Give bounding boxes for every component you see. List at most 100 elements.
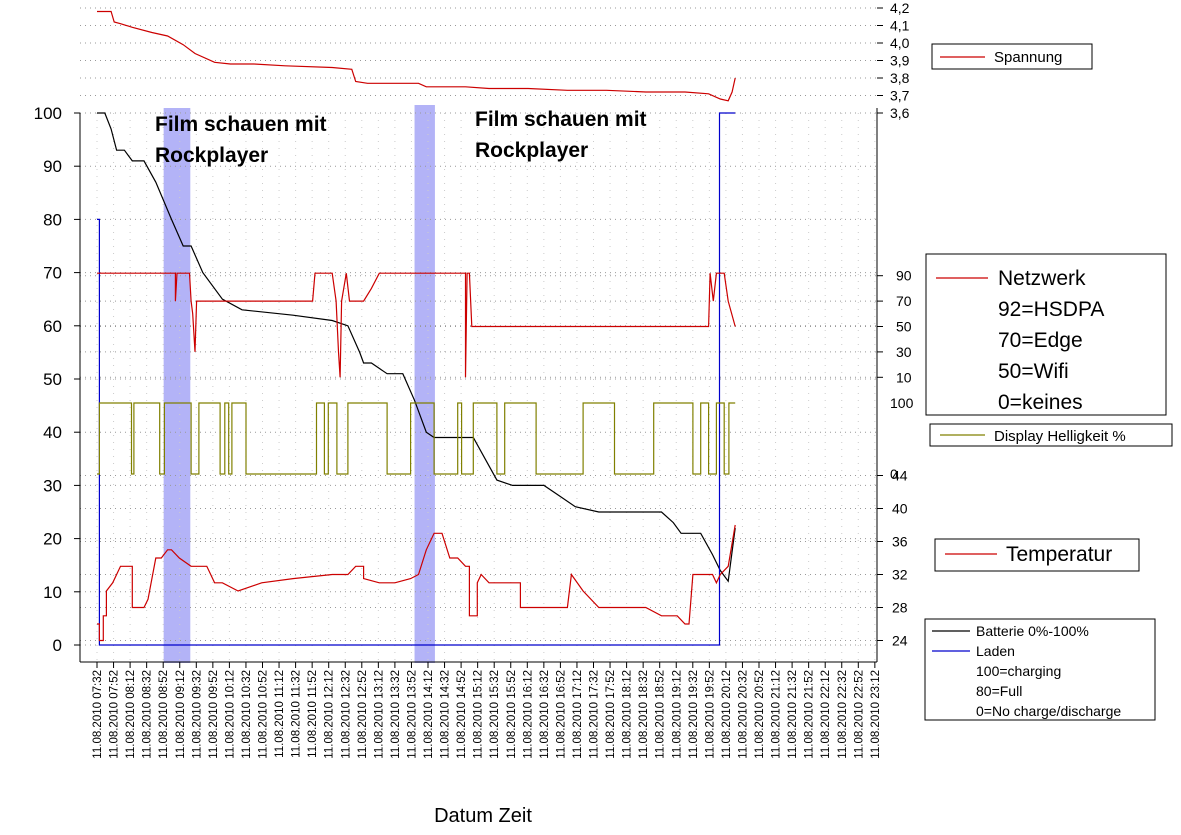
legend-netzwerk-line: 0=keines bbox=[998, 391, 1083, 414]
series-temperatur bbox=[97, 524, 736, 642]
x-tick-label: 11.08.2010 17:52 bbox=[605, 670, 617, 759]
x-tick-label: 11.08.2010 14:52 bbox=[456, 670, 468, 759]
x-tick-label: 11.08.2010 18:32 bbox=[638, 670, 650, 759]
annotations: Film schauen mit Rockplayer Film schauen m… bbox=[155, 108, 647, 167]
annotation-text: Film schauen mit bbox=[155, 113, 327, 136]
x-tick-label: 11.08.2010 11:12 bbox=[274, 670, 286, 758]
y-tick-label: 50 bbox=[43, 370, 62, 389]
x-tick-label: 11.08.2010 10:52 bbox=[258, 670, 270, 759]
series-display-helligkeit- bbox=[97, 402, 736, 475]
temperature-tick-label: 24 bbox=[892, 633, 908, 649]
annotation-text: Rockplayer bbox=[155, 144, 268, 167]
legend-helligkeit-box bbox=[929, 423, 1173, 447]
x-tick-label: 11.08.2010 07:52 bbox=[109, 670, 121, 759]
y-tick-label: 90 bbox=[43, 157, 62, 176]
y-tick-label: 80 bbox=[43, 210, 62, 229]
legend-temperatur-label: Temperatur bbox=[1006, 543, 1112, 566]
annotation-band bbox=[163, 108, 191, 663]
series-laden bbox=[97, 112, 736, 646]
x-tick-label: 11.08.2010 22:32 bbox=[837, 670, 849, 759]
voltage-tick-label: 3,9 bbox=[890, 53, 910, 69]
y-tick-label: 40 bbox=[43, 423, 62, 442]
x-tick-label: 11.08.2010 14:12 bbox=[423, 670, 435, 759]
x-axis-label: Datum Zeit bbox=[434, 805, 532, 827]
x-tick-label: 11.08.2010 12:32 bbox=[340, 670, 352, 759]
x-tick-label: 11.08.2010 08:32 bbox=[142, 670, 154, 759]
network-tick-label: 30 bbox=[896, 344, 912, 360]
legend-batterie-box bbox=[924, 618, 1156, 721]
x-tick-label: 11.08.2010 12:52 bbox=[357, 670, 369, 759]
annotation-band bbox=[414, 105, 435, 663]
legend-batterie-line: 100=charging bbox=[976, 663, 1061, 679]
x-tick-label: 11.08.2010 20:52 bbox=[754, 670, 766, 759]
y-tick-label: 30 bbox=[43, 476, 62, 495]
x-tick-label: 11.08.2010 11:52 bbox=[307, 670, 319, 758]
x-tick-label: 11.08.2010 09:32 bbox=[191, 670, 203, 759]
y-tick-label: 70 bbox=[43, 264, 62, 283]
x-tick-label: 11.08.2010 08:12 bbox=[125, 670, 137, 759]
annotation-text: Film schauen mit bbox=[475, 108, 647, 131]
y-tick-label: 20 bbox=[43, 530, 62, 549]
x-tick-label: 11.08.2010 19:12 bbox=[671, 670, 683, 759]
x-tick-label: 11.08.2010 09:12 bbox=[175, 670, 187, 759]
legend-batterie-line: 80=Full bbox=[976, 683, 1022, 699]
x-tick-label: 11.08.2010 20:12 bbox=[721, 670, 733, 759]
x-tick-label: 11.08.2010 15:12 bbox=[473, 670, 485, 759]
network-tick-label: 10 bbox=[896, 369, 912, 385]
legend-netzwerk-line: Netzwerk bbox=[998, 267, 1086, 290]
x-tick-label: 11.08.2010 19:52 bbox=[704, 670, 716, 759]
x-tick-label: 11.08.2010 16:32 bbox=[539, 670, 551, 759]
x-tick-label: 11.08.2010 18:12 bbox=[622, 670, 634, 759]
series-batterie-0-100- bbox=[97, 112, 736, 583]
x-tick-label: 11.08.2010 10:12 bbox=[224, 670, 236, 759]
x-tick-label: 11.08.2010 14:32 bbox=[440, 670, 452, 759]
series-lines bbox=[97, 10, 736, 646]
legend-helligkeit-label: Display Helligkeit % bbox=[994, 428, 1126, 445]
x-tick-label: 11.08.2010 07:32 bbox=[92, 670, 104, 759]
x-tick-label: 11.08.2010 13:52 bbox=[406, 670, 418, 759]
temperature-tick-label: 44 bbox=[892, 468, 908, 484]
x-tick-label: 11.08.2010 15:52 bbox=[506, 670, 518, 759]
legend-netzwerk-line: 70=Edge bbox=[998, 329, 1083, 352]
temperature-tick-label: 28 bbox=[892, 600, 908, 616]
x-tick-label: 11.08.2010 21:12 bbox=[771, 670, 783, 759]
x-tick-label: 11.08.2010 18:52 bbox=[655, 670, 667, 759]
voltage-tick-label: 3,7 bbox=[890, 88, 910, 104]
x-tick-label: 11.08.2010 21:32 bbox=[787, 670, 799, 759]
x-tick-label: 11.08.2010 19:32 bbox=[688, 670, 700, 759]
voltage-tick-label: 4,0 bbox=[890, 35, 910, 51]
x-tick-label: 11.08.2010 12:12 bbox=[324, 670, 336, 759]
network-tick-label: 90 bbox=[896, 268, 912, 284]
legend-spannung-label: Spannung bbox=[994, 49, 1062, 66]
voltage-tick-label: 4,2 bbox=[890, 0, 910, 16]
x-tick-label: 11.08.2010 08:52 bbox=[158, 670, 170, 759]
temperature-tick-label: 32 bbox=[892, 567, 908, 583]
x-tick-label: 11.08.2010 10:32 bbox=[241, 670, 253, 759]
temperature-tick-label: 40 bbox=[892, 501, 908, 517]
legend-batterie-line: Batterie 0%-100% bbox=[976, 623, 1089, 639]
legend-batterie-line: Laden bbox=[976, 643, 1015, 659]
x-tick-label: 11.08.2010 17:12 bbox=[572, 670, 584, 759]
x-tick-label: 11.08.2010 22:12 bbox=[820, 670, 832, 759]
voltage-tick-label: 4,1 bbox=[890, 18, 910, 34]
x-tick-label: 11.08.2010 11:32 bbox=[291, 670, 303, 758]
x-tick-label: 11.08.2010 16:52 bbox=[555, 670, 567, 759]
legend-netzwerk-line: 50=Wifi bbox=[998, 360, 1069, 383]
x-tick-labels: 11.08.2010 07:32 11.08.2010 07:52 11.08.20… bbox=[92, 662, 882, 759]
x-tick-label: 11.08.2010 15:32 bbox=[489, 670, 501, 759]
x-tick-label: 11.08.2010 09:52 bbox=[208, 670, 220, 759]
y-tick-label: 60 bbox=[43, 317, 62, 336]
x-tick-label: 11.08.2010 21:52 bbox=[804, 670, 816, 759]
x-tick-label: 11.08.2010 13:32 bbox=[390, 670, 402, 759]
annotation-bands bbox=[163, 105, 435, 663]
x-tick-label: 11.08.2010 13:12 bbox=[373, 670, 385, 759]
voltage-tick-label: 3,8 bbox=[890, 70, 910, 86]
legend-netzwerk-line: 92=HSDPA bbox=[998, 298, 1104, 321]
legend-batterie-line: 0=No charge/discharge bbox=[976, 703, 1121, 719]
network-tick-label: 50 bbox=[896, 319, 912, 335]
legends: Spannung Netzwerk 92=HSDPA 70=Edge 50=Wifi 0=… bbox=[924, 43, 1173, 721]
x-tick-label: 11.08.2010 20:32 bbox=[737, 670, 749, 759]
brightness-tick-label: 100 bbox=[890, 395, 914, 411]
